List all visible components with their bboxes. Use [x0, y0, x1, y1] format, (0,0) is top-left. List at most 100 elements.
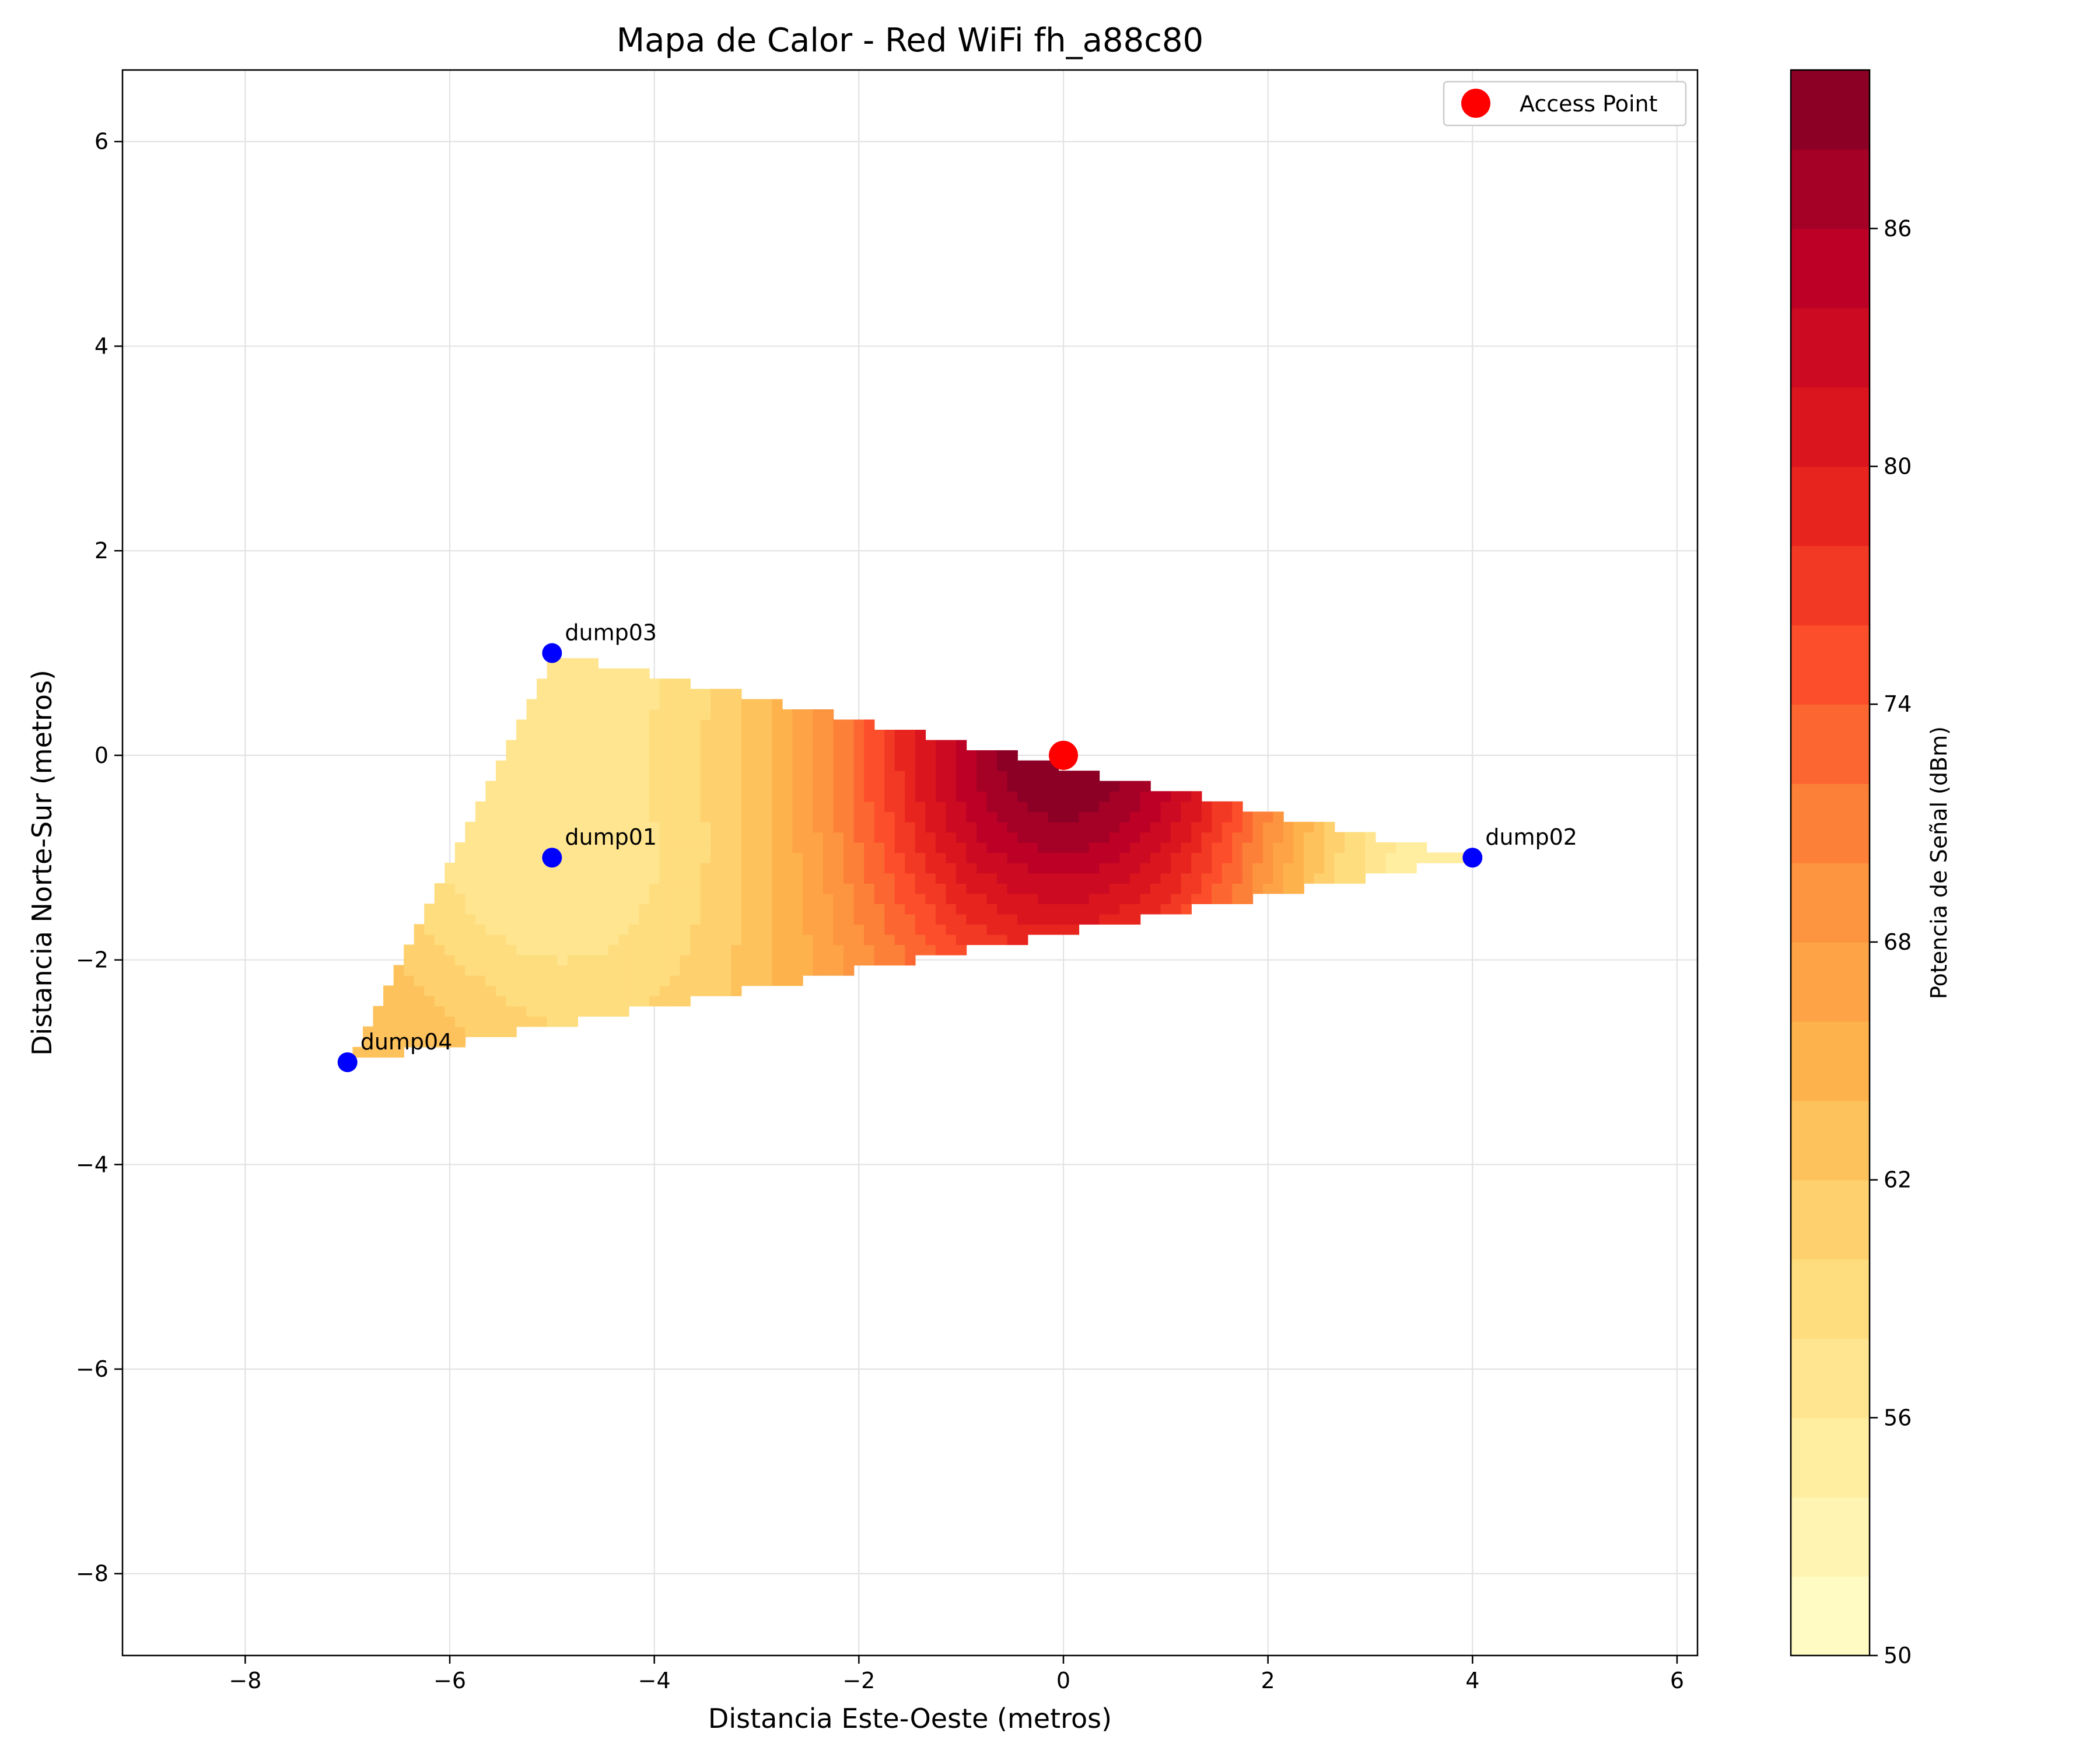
heatmap-cell — [1171, 883, 1182, 894]
heatmap-cell — [1150, 883, 1161, 894]
heatmap-cell — [608, 883, 620, 894]
heatmap-cell — [741, 914, 752, 925]
heatmap-cell — [844, 719, 855, 730]
heatmap-cell — [659, 954, 670, 966]
heatmap-cell — [547, 934, 558, 946]
heatmap-cell — [414, 944, 425, 956]
x-tick-label: −8 — [229, 1668, 261, 1693]
colorbar-band — [1791, 1259, 1870, 1339]
heatmap-cell — [782, 780, 793, 792]
heatmap-cell — [935, 904, 947, 915]
heatmap-cell — [864, 893, 875, 904]
heatmap-cell — [1273, 852, 1284, 863]
heatmap-cell — [802, 924, 814, 935]
heatmap-cell — [751, 883, 762, 894]
heatmap-cell — [475, 924, 487, 935]
heatmap-cell — [567, 668, 578, 680]
heatmap-cell — [792, 709, 803, 720]
heatmap-cell — [567, 780, 578, 792]
heatmap-cell — [1088, 904, 1100, 915]
heatmap-cell — [598, 791, 609, 802]
heatmap-cell — [516, 832, 527, 843]
heatmap-cell — [567, 699, 578, 710]
heatmap-cell — [894, 750, 906, 761]
x-tick-label: −2 — [842, 1668, 875, 1693]
heatmap-cell — [966, 832, 977, 843]
heatmap-cell — [1365, 832, 1376, 843]
heatmap-cell — [680, 985, 691, 996]
heatmap-cell — [669, 954, 681, 966]
legend-box — [1443, 80, 1687, 127]
heatmap-cell — [741, 750, 752, 761]
heatmap-cell — [884, 914, 895, 925]
heatmap-cell — [772, 760, 783, 771]
heatmap-cell — [1406, 842, 1417, 853]
heatmap-cell — [761, 821, 773, 833]
heatmap-cell — [864, 934, 875, 946]
heatmap-cell — [792, 771, 803, 782]
heatmap-cell — [731, 730, 742, 741]
heatmap-cell — [547, 965, 558, 976]
x-tick-label: 2 — [1261, 1668, 1275, 1693]
heatmap-cell — [751, 954, 762, 966]
heatmap-cell — [649, 934, 660, 946]
heatmap-cell — [853, 904, 864, 915]
heatmap-cell — [1038, 780, 1049, 792]
heatmap-cell — [1068, 893, 1080, 904]
heatmap-cell — [802, 954, 814, 966]
heatmap-cell — [905, 740, 916, 751]
heatmap-cell — [485, 944, 496, 956]
colorbar-band — [1791, 1576, 1870, 1656]
heatmap-cell — [598, 771, 609, 782]
heatmap-cell — [1201, 893, 1213, 904]
heatmap-cell — [1232, 893, 1243, 904]
heatmap-cell — [874, 914, 885, 925]
heatmap-cell — [454, 954, 466, 966]
heatmap-cell — [537, 944, 548, 956]
heatmap-cell — [874, 944, 885, 956]
heatmap-cell — [1099, 780, 1110, 792]
heatmap-cell — [526, 883, 537, 894]
heatmap-cell — [864, 791, 875, 802]
heatmap-cell — [844, 934, 855, 946]
legend[interactable]: Access Point — [1443, 80, 1687, 127]
heatmap-cell — [1068, 780, 1080, 792]
heatmap-cell — [761, 883, 773, 894]
heatmap-cell — [1038, 811, 1049, 822]
heatmap-cell — [822, 791, 834, 802]
heatmap-cell — [1232, 852, 1243, 863]
heatmap-cell — [557, 771, 568, 782]
heatmap-cell — [628, 863, 640, 874]
heatmap-cell — [537, 995, 548, 1007]
heatmap-cell — [434, 985, 446, 996]
heatmap-cell — [894, 771, 906, 782]
heatmap-cell — [1201, 842, 1213, 853]
heatmap-cell — [659, 965, 670, 976]
heatmap-cell — [608, 832, 620, 843]
heatmap-cell — [884, 780, 895, 792]
heatmap-cell — [864, 811, 875, 822]
colorbar-tick-label: 86 — [1884, 216, 1912, 242]
y-tick-label: −2 — [76, 947, 108, 973]
heatmap-cell — [669, 985, 681, 996]
heatmap-cell — [516, 873, 527, 884]
heatmap-cell — [1048, 893, 1059, 904]
heatmap-cell — [710, 954, 722, 966]
heatmap-cell — [1171, 852, 1182, 863]
heatmap-cell — [884, 842, 895, 853]
heatmap-cell — [669, 944, 681, 956]
heatmap-cell — [853, 791, 864, 802]
heatmap-cell — [751, 791, 762, 802]
heatmap-cell — [1273, 821, 1284, 833]
heatmap-cell — [506, 985, 517, 996]
heatmap-cell — [1099, 791, 1110, 802]
heatmap-cell — [1160, 842, 1171, 853]
heatmap-cell — [1109, 780, 1121, 792]
heatmap-cell — [700, 750, 711, 761]
heatmap-cell — [424, 1006, 435, 1017]
heatmap-cell — [537, 954, 548, 966]
heatmap-cell — [833, 914, 844, 925]
heatmap-cell — [537, 740, 548, 751]
heatmap-cell — [495, 873, 507, 884]
